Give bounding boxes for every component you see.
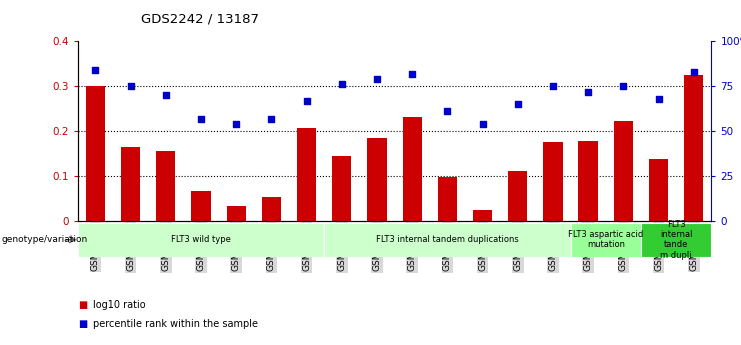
Point <box>301 98 313 104</box>
Bar <box>571 223 641 257</box>
Bar <box>86 86 105 221</box>
Bar <box>543 142 562 221</box>
Point <box>476 121 488 127</box>
Point <box>547 83 559 89</box>
Text: percentile rank within the sample: percentile rank within the sample <box>93 319 258 329</box>
Bar <box>121 147 140 221</box>
Point <box>265 116 277 121</box>
Point <box>582 89 594 95</box>
Text: FLT3 aspartic acid
mutation: FLT3 aspartic acid mutation <box>568 230 643 249</box>
Point <box>195 116 207 121</box>
Point <box>230 121 242 127</box>
Bar <box>473 209 492 221</box>
Bar <box>438 177 457 221</box>
Text: GDS2242 / 13187: GDS2242 / 13187 <box>141 12 259 25</box>
Point <box>688 69 700 75</box>
Point <box>124 83 136 89</box>
Bar <box>508 171 528 221</box>
Bar <box>684 75 703 221</box>
Point <box>371 76 383 82</box>
Text: genotype/variation: genotype/variation <box>1 235 87 244</box>
Point <box>512 101 524 107</box>
Point <box>406 71 418 77</box>
Bar <box>332 156 351 221</box>
Text: FLT3
internal
tande
m dupli: FLT3 internal tande m dupli <box>660 220 692 260</box>
Bar <box>368 138 387 221</box>
Bar <box>262 197 281 221</box>
Bar <box>579 141 598 221</box>
Point <box>442 109 453 114</box>
Bar <box>227 206 246 221</box>
Point <box>90 67 102 73</box>
Point <box>336 82 348 87</box>
Bar <box>402 117 422 221</box>
Text: FLT3 wild type: FLT3 wild type <box>171 235 231 244</box>
Bar <box>641 223 711 257</box>
Bar <box>614 121 633 221</box>
Bar <box>78 223 325 257</box>
Point <box>617 83 629 89</box>
Point <box>653 96 665 101</box>
Bar <box>156 151 176 221</box>
Text: ■: ■ <box>78 300 87 310</box>
Text: FLT3 internal tandem duplications: FLT3 internal tandem duplications <box>376 235 519 244</box>
Bar <box>191 191 210 221</box>
Bar <box>297 128 316 221</box>
Text: ■: ■ <box>78 319 87 329</box>
Point <box>160 92 172 98</box>
Text: log10 ratio: log10 ratio <box>93 300 145 310</box>
Bar <box>325 223 571 257</box>
Bar <box>649 159 668 221</box>
